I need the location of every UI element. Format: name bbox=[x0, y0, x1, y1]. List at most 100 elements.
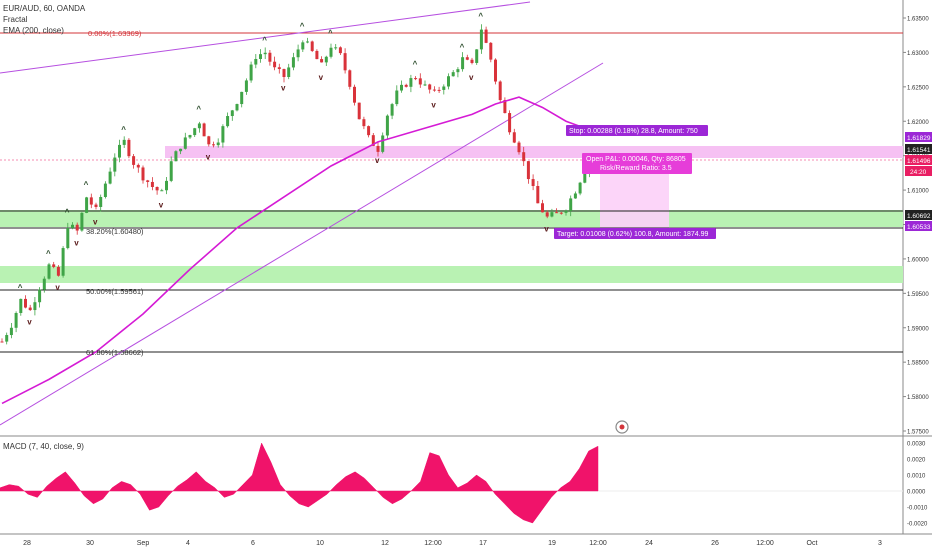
candle-body bbox=[99, 197, 103, 207]
candle-body bbox=[165, 180, 168, 191]
candle-body bbox=[52, 264, 56, 267]
candle-body bbox=[103, 183, 107, 198]
candle-body bbox=[188, 135, 192, 138]
candle-body bbox=[461, 57, 465, 70]
fractal-markers: ^ v ^ v ^ v ^ v ^ v ^ v ^ v ^ v ^ v ^ v ^ v ^ v bbox=[18, 11, 549, 326]
target-price-tag: 1.60533 bbox=[907, 224, 931, 231]
fib-0-label: 0.00%(1.63369) bbox=[88, 29, 142, 38]
fractal-down-marker: v bbox=[55, 283, 60, 292]
candle-body bbox=[19, 298, 23, 313]
candle-body bbox=[320, 59, 324, 63]
macd-area bbox=[0, 442, 599, 524]
price-tick-label: 1.60000 bbox=[907, 257, 929, 263]
candle-body bbox=[306, 41, 309, 43]
candle-body bbox=[61, 248, 65, 276]
price-tick-label: 1.62500 bbox=[907, 85, 929, 91]
time-tick-label: 12:00 bbox=[756, 540, 774, 547]
candle-body bbox=[183, 137, 187, 149]
replay-icon[interactable] bbox=[615, 420, 629, 434]
candle-body bbox=[536, 185, 540, 204]
price-tick-label: 1.58500 bbox=[907, 361, 929, 367]
fractal-up-marker: ^ bbox=[121, 125, 126, 134]
pnl-line-2: Risk/Reward Ratio: 3.5 bbox=[600, 165, 672, 172]
stop-label-box[interactable] bbox=[566, 125, 708, 136]
candle-body bbox=[277, 67, 281, 70]
candle-body bbox=[235, 104, 239, 111]
candle-body bbox=[555, 212, 559, 214]
time-axis[interactable]: 28 30 Sep 4 6 10 12 12:00 17 19 12:00 24 26 12:00 Oct 3 bbox=[23, 540, 882, 547]
resistance-zone bbox=[165, 146, 903, 158]
candle-body bbox=[564, 210, 568, 213]
macd-legend[interactable]: MACD (7, 40, close, 9) bbox=[3, 442, 84, 451]
ema-indicator-label[interactable]: EMA (200, close) bbox=[3, 26, 64, 35]
time-tick-label: 3 bbox=[878, 540, 882, 547]
candle-body bbox=[329, 47, 333, 57]
fractal-down-marker: v bbox=[159, 201, 164, 210]
candle-body bbox=[423, 84, 427, 86]
candle-body bbox=[169, 161, 173, 181]
macd-tick-label: 0.0020 bbox=[907, 458, 926, 464]
candle-body bbox=[541, 203, 544, 213]
lower-trendline[interactable] bbox=[0, 62, 604, 426]
fractal-up-marker: ^ bbox=[84, 180, 89, 189]
time-tick-label: Oct bbox=[807, 540, 818, 547]
target-label-box[interactable] bbox=[554, 228, 716, 239]
candle-body bbox=[212, 144, 215, 146]
upper-trendline[interactable] bbox=[0, 1, 531, 74]
candle-body bbox=[136, 164, 140, 168]
symbol-title[interactable]: EUR/AUD, 60, OANDA bbox=[3, 4, 86, 13]
candle-body bbox=[263, 52, 267, 55]
candle-body bbox=[71, 224, 74, 228]
candle-body bbox=[221, 126, 225, 143]
candle-body bbox=[338, 47, 342, 54]
price-tick-label: 1.58000 bbox=[907, 395, 929, 401]
pnl-line-1: Open P&L: 0.00046, Qty: 86805 bbox=[586, 156, 686, 163]
candle-body bbox=[296, 49, 300, 58]
fractal-up-marker: ^ bbox=[328, 29, 333, 38]
candle-body bbox=[127, 139, 131, 157]
candlestick-series bbox=[0, 24, 596, 345]
candle-body bbox=[287, 67, 291, 78]
candle-body bbox=[526, 161, 530, 180]
candle-body bbox=[404, 84, 408, 87]
candle-body bbox=[146, 180, 150, 182]
candle-body bbox=[418, 78, 422, 85]
candle-body bbox=[94, 204, 98, 207]
time-tick-label: 28 bbox=[23, 540, 31, 547]
candle-body bbox=[475, 49, 479, 63]
time-tick-label: Sep bbox=[137, 540, 150, 547]
candle-body bbox=[310, 41, 314, 51]
candle-body bbox=[559, 212, 563, 214]
candle-body bbox=[42, 278, 46, 290]
fractal-down-marker: v bbox=[206, 152, 211, 161]
candle-body bbox=[5, 335, 9, 342]
candle-body bbox=[291, 57, 295, 68]
pnl-label-box[interactable] bbox=[582, 153, 692, 174]
price-tick-label: 1.61000 bbox=[907, 189, 929, 195]
candle-body bbox=[550, 212, 554, 217]
candle-body bbox=[24, 298, 27, 308]
time-tick-label: 10 bbox=[316, 540, 324, 547]
fractal-indicator-label[interactable]: Fractal bbox=[3, 15, 28, 24]
candle-body bbox=[75, 224, 79, 231]
candle-body bbox=[512, 132, 516, 143]
candle-body bbox=[38, 289, 42, 303]
candle-body bbox=[160, 190, 164, 192]
time-tick-label: 12:00 bbox=[424, 540, 442, 547]
price-tick-label: 1.63500 bbox=[907, 17, 929, 23]
candle-body bbox=[118, 144, 121, 158]
macd-axis[interactable]: 0.0030 0.0020 0.0010 0.0000 -0.0010 -0.0020 bbox=[907, 442, 928, 528]
target-label: Target: 0.01008 (0.62%) 100.8, Amount: 1… bbox=[557, 231, 708, 238]
support-zone-upper bbox=[0, 210, 903, 227]
time-tick-label: 12:00 bbox=[589, 540, 607, 547]
fractal-up-marker: ^ bbox=[65, 208, 70, 217]
fib-618-label: 61.80%(1.58662) bbox=[86, 348, 144, 357]
candle-body bbox=[28, 307, 32, 311]
candle-body bbox=[390, 104, 394, 116]
candle-body bbox=[517, 142, 521, 153]
candle-body bbox=[226, 116, 230, 127]
candle-body bbox=[531, 179, 535, 186]
price-tick-label: 1.59000 bbox=[907, 326, 929, 332]
macd-histogram bbox=[0, 442, 599, 524]
